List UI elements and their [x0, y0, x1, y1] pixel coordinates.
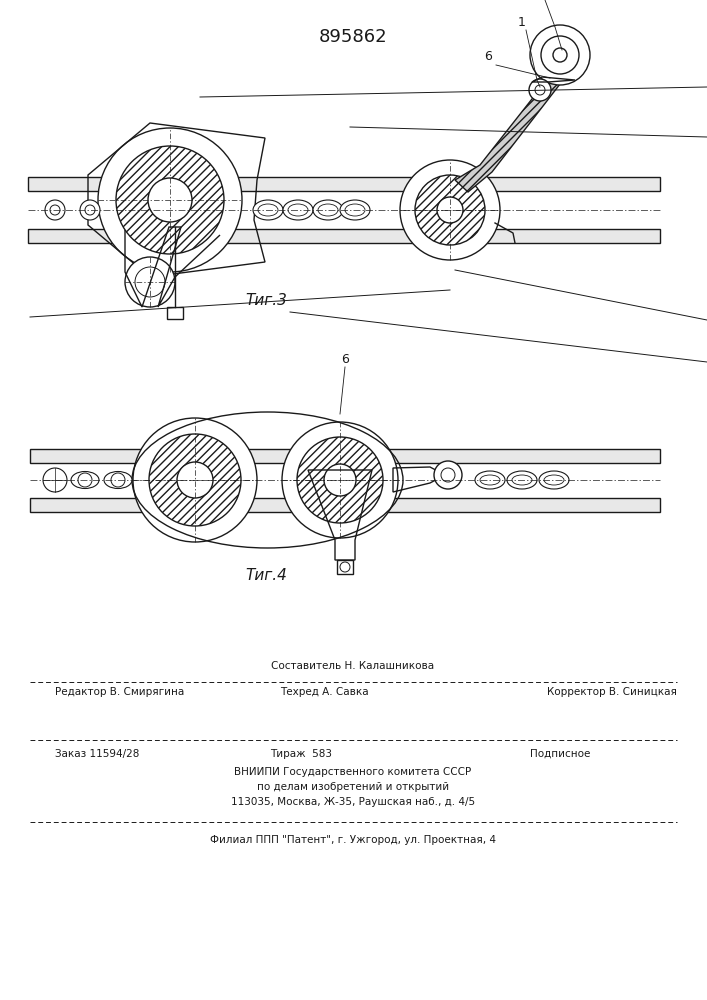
Text: 113035, Москва, Ж-35, Раушская наб., д. 4/5: 113035, Москва, Ж-35, Раушская наб., д. …: [231, 797, 475, 807]
Circle shape: [78, 473, 92, 487]
Ellipse shape: [539, 471, 569, 489]
Circle shape: [340, 562, 350, 572]
Ellipse shape: [288, 204, 308, 216]
Circle shape: [535, 85, 545, 95]
Ellipse shape: [480, 475, 500, 485]
Circle shape: [324, 464, 356, 496]
Text: Заказ 11594/28: Заказ 11594/28: [55, 749, 139, 759]
Circle shape: [437, 197, 463, 223]
Text: Подписное: Подписное: [530, 749, 590, 759]
Circle shape: [135, 267, 165, 297]
Circle shape: [541, 36, 579, 74]
Bar: [28, 177, 660, 191]
Polygon shape: [455, 75, 567, 192]
Circle shape: [441, 468, 455, 482]
Circle shape: [116, 146, 224, 254]
Bar: [337, 560, 353, 574]
Text: Техред А. Савка: Техред А. Савка: [280, 687, 368, 697]
Ellipse shape: [318, 204, 338, 216]
Ellipse shape: [345, 204, 365, 216]
Text: 1: 1: [518, 16, 526, 29]
Ellipse shape: [507, 471, 537, 489]
Circle shape: [45, 200, 65, 220]
Bar: [167, 307, 183, 319]
Ellipse shape: [258, 204, 278, 216]
Text: Филиал ППП "Патент", г. Ужгород, ул. Проектная, 4: Филиал ППП "Патент", г. Ужгород, ул. Про…: [210, 835, 496, 845]
Bar: [30, 448, 660, 462]
Circle shape: [80, 200, 100, 220]
Ellipse shape: [283, 200, 313, 220]
Ellipse shape: [253, 200, 283, 220]
Text: ВНИИПИ Государственного комитета СССР: ВНИИПИ Государственного комитета СССР: [235, 767, 472, 777]
Circle shape: [85, 205, 95, 215]
Circle shape: [50, 205, 60, 215]
Circle shape: [125, 257, 175, 307]
Circle shape: [297, 437, 383, 523]
Circle shape: [148, 178, 192, 222]
Circle shape: [415, 175, 485, 245]
Ellipse shape: [340, 200, 370, 220]
Text: 6: 6: [484, 50, 492, 63]
Text: Τиг.4: Τиг.4: [245, 568, 287, 583]
Text: Редактор В. Смирягина: Редактор В. Смирягина: [55, 687, 185, 697]
Circle shape: [43, 468, 67, 492]
Circle shape: [177, 462, 213, 498]
Circle shape: [111, 473, 125, 487]
Text: по делам изобретений и открытий: по делам изобретений и открытий: [257, 782, 449, 792]
Text: Корректор В. Синицкая: Корректор В. Синицкая: [547, 687, 677, 697]
Bar: [30, 497, 660, 512]
Circle shape: [400, 160, 500, 260]
Text: Τиг.3: Τиг.3: [245, 293, 287, 308]
Circle shape: [282, 422, 398, 538]
Circle shape: [149, 434, 241, 526]
Circle shape: [133, 418, 257, 542]
Ellipse shape: [544, 475, 564, 485]
Text: Составитель Н. Калашникова: Составитель Н. Калашникова: [271, 661, 435, 671]
Text: 6: 6: [341, 353, 349, 366]
Ellipse shape: [104, 472, 132, 488]
Text: 895862: 895862: [319, 28, 387, 46]
Text: Тираж  583: Тираж 583: [270, 749, 332, 759]
Circle shape: [529, 79, 551, 101]
Circle shape: [530, 25, 590, 85]
Circle shape: [553, 48, 567, 62]
Ellipse shape: [313, 200, 343, 220]
Circle shape: [434, 461, 462, 489]
Circle shape: [98, 128, 242, 272]
Ellipse shape: [512, 475, 532, 485]
Bar: [28, 229, 660, 243]
Ellipse shape: [475, 471, 505, 489]
Ellipse shape: [71, 472, 99, 488]
